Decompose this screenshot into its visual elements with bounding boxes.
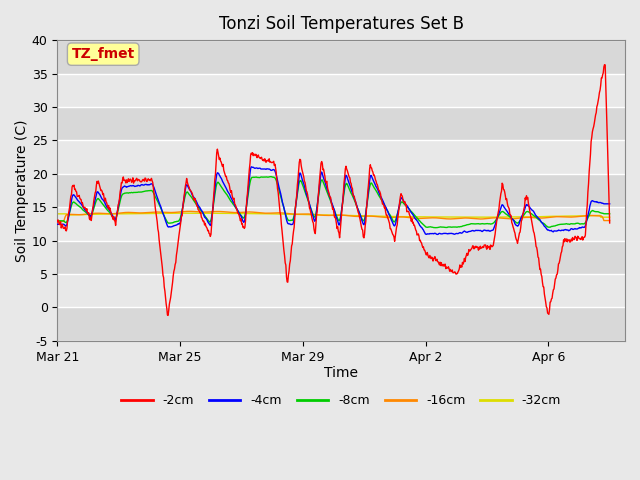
- Bar: [58, 73, 625, 107]
- Bar: [58, 274, 625, 307]
- Text: TZ_fmet: TZ_fmet: [72, 47, 135, 61]
- Bar: [58, 207, 625, 240]
- Legend: -2cm, -4cm, -8cm, -16cm, -32cm: -2cm, -4cm, -8cm, -16cm, -32cm: [116, 389, 566, 412]
- Bar: [58, 307, 625, 341]
- Bar: [58, 240, 625, 274]
- X-axis label: Time: Time: [324, 366, 358, 380]
- Bar: [58, 140, 625, 174]
- Y-axis label: Soil Temperature (C): Soil Temperature (C): [15, 119, 29, 262]
- Bar: [58, 107, 625, 140]
- Bar: [58, 40, 625, 73]
- Bar: [58, 174, 625, 207]
- Title: Tonzi Soil Temperatures Set B: Tonzi Soil Temperatures Set B: [219, 15, 464, 33]
